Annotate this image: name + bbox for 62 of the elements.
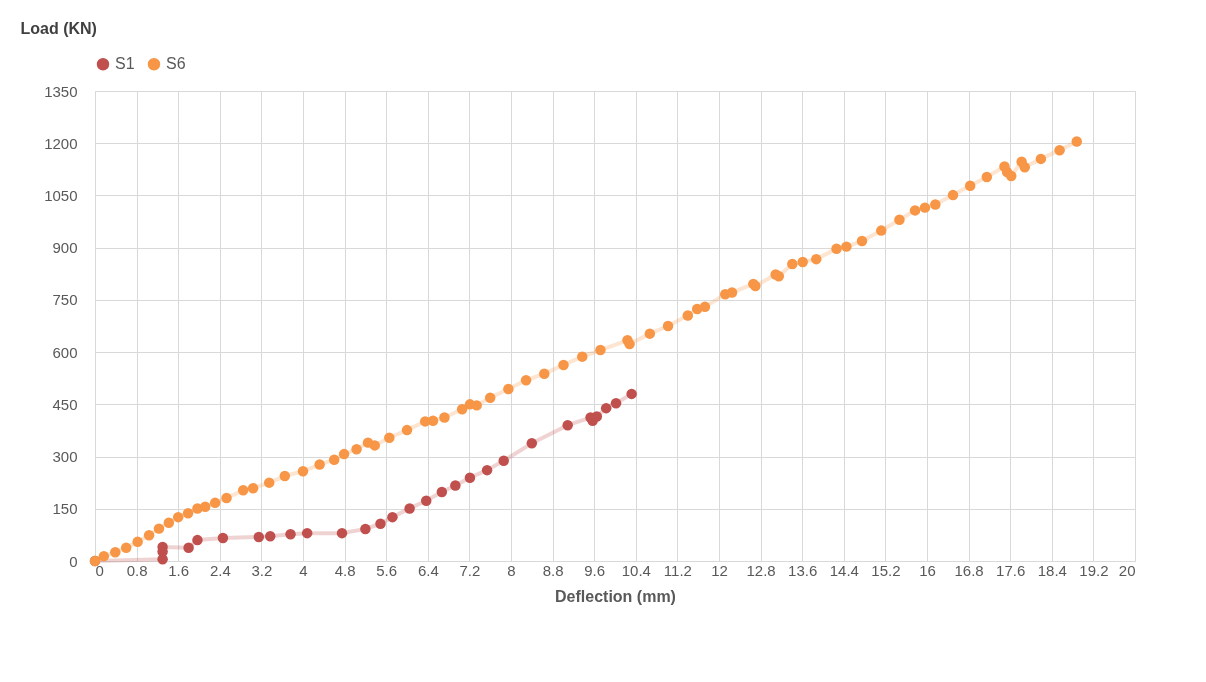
x-tick-label: 1.6 xyxy=(168,561,190,579)
y-tick-label: 450 xyxy=(52,395,78,413)
point xyxy=(217,532,229,544)
x-tick-label: 18.4 xyxy=(1037,561,1067,579)
point xyxy=(498,455,509,466)
legend-label: S1 xyxy=(115,55,135,73)
x-tick-label: 13.6 xyxy=(788,561,818,579)
x-tick-label: 3.2 xyxy=(251,561,273,579)
y-tick-label: 600 xyxy=(52,343,78,361)
x-tick-label: 9.6 xyxy=(584,561,606,579)
x-tick-label: 20 xyxy=(1118,561,1136,579)
x-tick-label: 0 xyxy=(95,561,104,579)
x-tick-label: 4.8 xyxy=(334,561,356,579)
point xyxy=(253,531,265,543)
point xyxy=(610,398,622,409)
point xyxy=(481,464,493,476)
y-tick-label: 1200 xyxy=(44,134,78,152)
y-tick-label: 750 xyxy=(52,291,78,309)
point xyxy=(450,480,461,491)
y-tick-label: 300 xyxy=(52,448,78,466)
x-tick-label: 7.2 xyxy=(459,561,481,579)
point xyxy=(375,518,386,529)
y-tick-label: 150 xyxy=(52,500,78,518)
x-tick-label: 15.2 xyxy=(871,561,901,579)
point xyxy=(526,438,538,449)
x-tick-label: 4 xyxy=(299,561,308,579)
x-tick-label: 8.8 xyxy=(542,561,564,579)
x-tick-label: 17.6 xyxy=(996,561,1026,579)
point xyxy=(562,419,573,431)
y-tick-label: 1350 xyxy=(44,82,78,100)
x-tick-label: 12.8 xyxy=(746,561,776,579)
point xyxy=(360,523,371,535)
x-tick-label: 16 xyxy=(919,561,936,579)
point xyxy=(600,402,612,414)
x-tick-label: 0.8 xyxy=(126,561,148,579)
x-tick-label: 8 xyxy=(507,561,516,579)
legend-label: S6 xyxy=(166,55,186,73)
y-tick-label: 900 xyxy=(52,239,78,257)
y-tick-label: 1050 xyxy=(44,186,78,204)
x-tick-label: 19.2 xyxy=(1079,561,1109,579)
point xyxy=(421,495,432,506)
point xyxy=(183,542,194,553)
y-axis-title: Load (KN) xyxy=(20,19,97,37)
x-tick-label: 5.6 xyxy=(376,561,398,579)
x-tick-label: 14.4 xyxy=(829,561,859,579)
x-tick-label: 12 xyxy=(711,561,728,579)
point xyxy=(265,531,276,542)
x-tick-label: 2.4 xyxy=(209,561,231,579)
point xyxy=(464,472,476,484)
point xyxy=(404,503,415,514)
point xyxy=(387,511,398,523)
point xyxy=(336,527,348,539)
x-tick-label: 11.2 xyxy=(663,561,692,579)
point xyxy=(436,486,448,498)
x-tick-label: 10.4 xyxy=(621,561,651,579)
point xyxy=(285,528,296,540)
point xyxy=(301,527,313,539)
point xyxy=(192,534,203,546)
x-axis-title: Deflection (mm) xyxy=(555,587,676,605)
x-tick-label: 16.8 xyxy=(954,561,984,579)
x-tick-label: 6.4 xyxy=(417,561,439,579)
point xyxy=(626,388,637,400)
